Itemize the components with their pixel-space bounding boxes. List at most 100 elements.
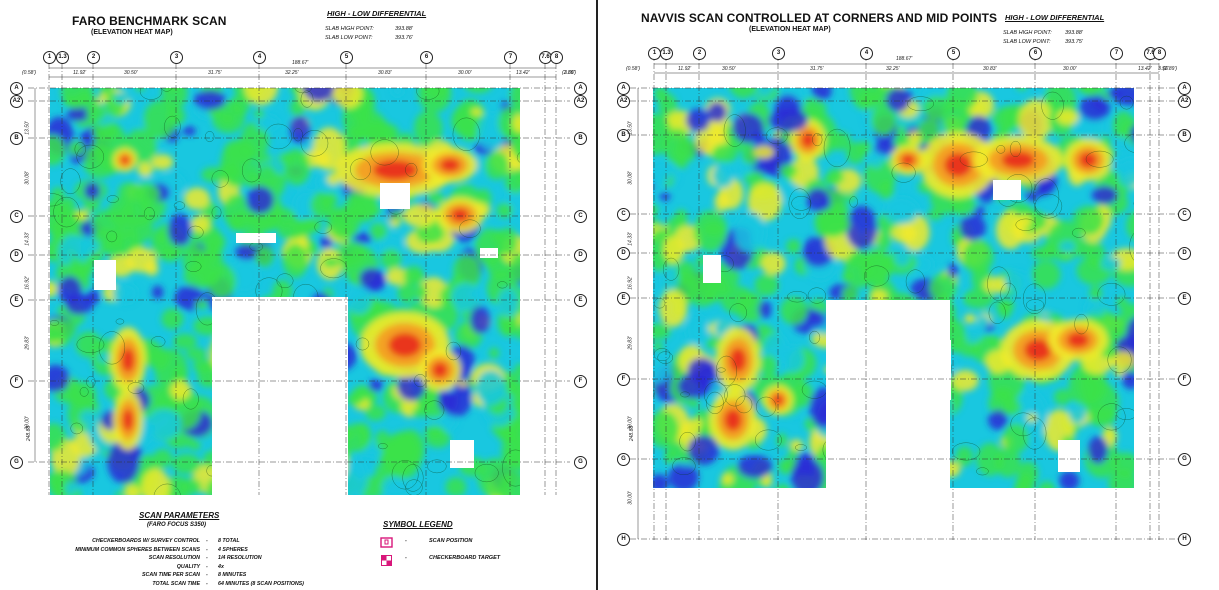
slab-low-label: SLAB LOW POINT: [1003, 39, 1051, 45]
slab-low-label: SLAB LOW POINT: [325, 35, 373, 41]
side-dimension-label: 14.33' [627, 232, 634, 246]
dimension-label: (0.58') [22, 70, 37, 76]
grid-row-bubble: A2 [10, 95, 23, 108]
legend-scan-position-label: SCAN POSITION [429, 538, 473, 544]
grid-column-bubble: 8 [550, 51, 563, 64]
scan-parameter-value: 1/4 RESOLUTION [218, 555, 262, 562]
scan-parameter-value: 4 SPHERES [218, 546, 248, 553]
scan-parameter-dash: - [206, 572, 208, 579]
grid-row-bubble: C [574, 210, 587, 223]
legend-checkerboard-label: CHECKERBOARD TARGET [429, 555, 501, 561]
dimension-label: 30.00' [1063, 66, 1077, 72]
grid-row-bubble: B [574, 132, 587, 145]
grid-row-bubble: C [10, 210, 23, 223]
navvis-panel: NAVVIS SCAN CONTROLLED AT CORNERS AND MI… [598, 0, 1219, 590]
grid-row-bubble: A [617, 82, 630, 95]
side-dimension-label: 30.08' [627, 171, 634, 185]
grid-row-bubble: G [1178, 453, 1191, 466]
page-title: FARO BENCHMARK SCAN [72, 14, 227, 28]
grid-column-bubble: 4 [860, 47, 873, 60]
grid-row-bubble: D [1178, 247, 1191, 260]
opening [450, 440, 474, 468]
scan-parameter-label: TOTAL SCAN TIME [152, 581, 200, 587]
opening [853, 300, 943, 320]
dimension-label: 13.42' [1138, 66, 1152, 72]
dimension-label: 32.25' [886, 66, 900, 72]
grid-lines [28, 52, 570, 495]
page-subtitle: (ELEVATION HEAT MAP) [749, 26, 831, 33]
scan-parameter-value: 4x [218, 563, 224, 570]
grid-column-bubble: 7 [1110, 47, 1123, 60]
scan-parameter-dash: - [206, 563, 208, 570]
scan-parameter-label: QUALITY [176, 563, 200, 570]
grid-row-bubble: D [617, 247, 630, 260]
overall-dimension-label: 188.67' [292, 60, 309, 66]
grid-column-bubble: 5 [947, 47, 960, 60]
dimension-label: 11.92' [678, 66, 692, 72]
scan-parameter-dash: - [206, 555, 208, 562]
grid-lines [630, 52, 1190, 540]
dimension-label: 30.83' [983, 66, 997, 72]
side-dimension-label: 30.00' [627, 491, 634, 505]
grid-row-bubble: B [10, 132, 23, 145]
dimension-label: 30.50' [722, 66, 736, 72]
dimension-label: 11.92' [73, 70, 87, 76]
side-dimension-label: 16.92' [627, 276, 634, 290]
grid-column-bubble: 3 [170, 51, 183, 64]
opening [1058, 440, 1080, 472]
page-title: NAVVIS SCAN CONTROLLED AT CORNERS AND MI… [641, 11, 998, 25]
grid-row-bubble: B [1178, 129, 1191, 142]
grid-row-bubble: F [617, 373, 630, 386]
faro-panel: FARO BENCHMARK SCAN (ELEVATION HEAT MAP)… [0, 0, 596, 590]
grid-row-bubble: E [574, 294, 587, 307]
grid-column-bubble: 7.6 [539, 51, 552, 64]
side-dimension-label: 29.83' [627, 336, 634, 350]
grid-row-bubble: A [10, 82, 23, 95]
side-dimension-label: 16.92' [24, 276, 31, 290]
scan-parameter-dash: - [206, 546, 208, 553]
side-dimension-label: 13.50' [24, 121, 31, 135]
grid-row-bubble: G [10, 456, 23, 469]
side-dimension-label: 13.50' [627, 121, 634, 135]
dimension-label: 30.00' [458, 70, 472, 76]
grid-row-bubble: A [574, 82, 587, 95]
elevation-heat-map [630, 52, 1190, 540]
symbol-legend-heading: SYMBOL LEGEND [383, 520, 453, 529]
scan-parameter-label: CHECKERBOARDS W/ SURVEY CONTROL [92, 538, 200, 544]
grid-column-bubble: 1.3 [56, 51, 69, 64]
panel-divider [596, 0, 598, 590]
grid-row-bubble: C [1178, 208, 1191, 221]
legend-dash-2: - [405, 555, 407, 561]
grid-column-bubble: 8 [1153, 47, 1166, 60]
scan-parameter-dash: - [206, 581, 208, 587]
slab-low-value: 393.76' [395, 35, 413, 41]
overall-dimension-label: 188.67' [896, 56, 913, 62]
grid-column-bubble: 4 [253, 51, 266, 64]
dimension-label: (0.58') [626, 66, 641, 72]
differential-heading: HIGH - LOW DIFFERENTIAL [327, 9, 427, 18]
side-dimension-label: 14.33' [24, 232, 31, 246]
grid-column-bubble: 6 [420, 51, 433, 64]
grid-row-bubble: H [1178, 533, 1191, 546]
grid-row-bubble: D [574, 249, 587, 262]
grid-column-bubble: 1 [43, 51, 56, 64]
scan-parameter-value: 8 TOTAL [218, 538, 240, 544]
grid-column-bubble: 2 [693, 47, 706, 60]
opening [703, 255, 721, 283]
grid-row-bubble: A2 [617, 95, 630, 108]
grid-row-bubble: E [1178, 292, 1191, 305]
side-dimension-label: 248.83' [629, 424, 636, 442]
opening [380, 183, 410, 209]
side-dimension-label: 248.83' [26, 424, 33, 442]
slab-low-value: 393.75' [1065, 39, 1083, 45]
grid-column-bubble: 1.3 [660, 47, 673, 60]
side-dimension-label: 30.08' [24, 171, 31, 185]
grid-row-bubble: A [1178, 82, 1191, 95]
dimension-label: 3.56' [1158, 66, 1169, 72]
scan-parameter-dash: - [206, 538, 208, 544]
dimension-label: 3.56' [564, 70, 575, 76]
opening [480, 248, 498, 258]
dimension-label: 30.50' [124, 70, 138, 76]
grid-row-bubble: C [617, 208, 630, 221]
slab-high-label: SLAB HIGH POINT: [325, 26, 374, 32]
